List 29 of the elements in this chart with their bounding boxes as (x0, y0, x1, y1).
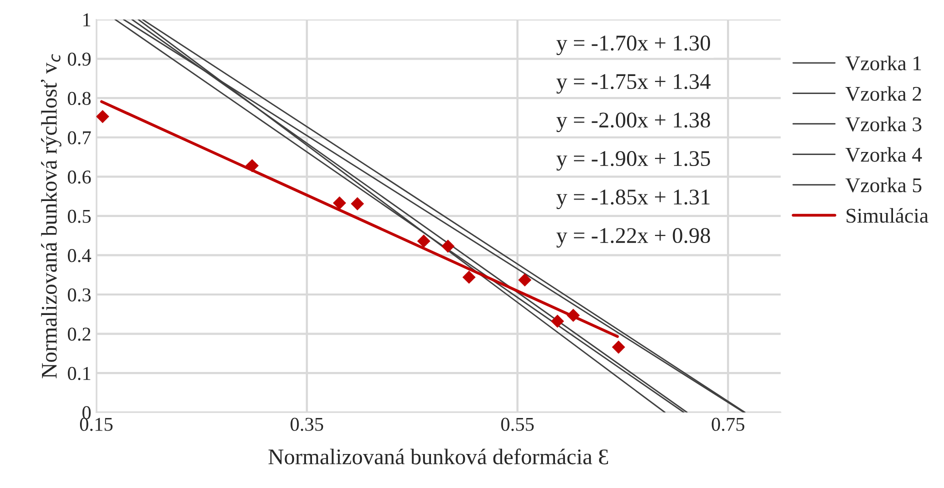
legend-label: Vzorka 3 (846, 116, 922, 132)
annotation: y = -1.70x + 1.30 (556, 36, 710, 56)
x-tick-label: 0.35 (290, 418, 324, 431)
annotation: y = -1.75x + 1.34 (556, 74, 711, 94)
x-tick-label: 0.55 (501, 418, 534, 431)
y-tick-label: 0.3 (68, 288, 91, 302)
annotation: y = -2.00x + 1.38 (556, 112, 710, 132)
annotation: y = -1.90x + 1.35 (556, 151, 710, 171)
legend-label: Vzorka 5 (846, 178, 922, 192)
x-tick-label: 0.15 (80, 418, 113, 431)
legend-label: Vzorka 2 (846, 86, 922, 101)
x-tick-label: 0.75 (712, 418, 744, 431)
annotation: y = -1.85x + 1.31 (556, 190, 710, 210)
x-axis-title: Normalizovaná bunková deformácia Ɛ (268, 448, 608, 464)
legend-label: Simulácia (846, 208, 928, 223)
y-tick-label: 0.8 (68, 92, 91, 106)
legend-label: Vzorka 4 (846, 147, 922, 162)
y-tick-label: 0.7 (68, 131, 91, 144)
y-tick-label: 0 (82, 406, 91, 420)
legend-label: Vzorka 1 (846, 56, 921, 70)
annotation: y = -1.22x + 0.98 (556, 228, 710, 248)
y-axis-title: Normalizovaná bunková rýchlosť v$_{c}$ (40, 54, 62, 378)
y-tick-label: 0.9 (68, 52, 91, 66)
y-tick-label: 0.5 (68, 210, 91, 223)
y-tick-label: 0.6 (68, 170, 91, 184)
y-tick-label: 0.4 (68, 249, 92, 262)
y-tick-label: 1 (83, 13, 90, 26)
y-tick-label: 0.1 (68, 366, 90, 380)
y-tick-label: 0.2 (68, 328, 90, 341)
